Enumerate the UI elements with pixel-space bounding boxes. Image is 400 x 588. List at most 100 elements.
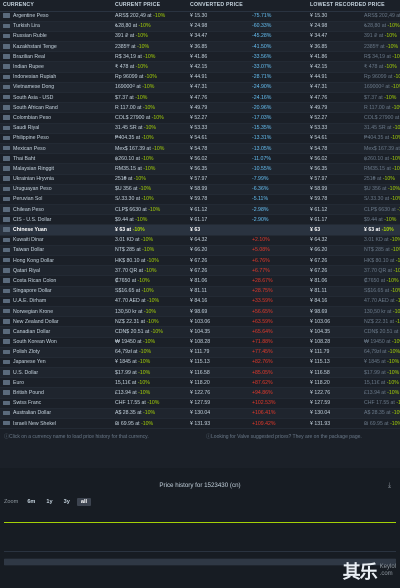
table-row[interactable]: U.A.E. Dirham 47.70 AED at -10% ¥ 84.16 +33…: [0, 296, 400, 307]
table-row[interactable]: Ukrainian Hryvnia 251₴ at -10% ¥ 57.97 -7.9…: [0, 174, 400, 185]
currency-cell[interactable]: Swiss Franc: [0, 398, 112, 409]
currency-cell[interactable]: Saudi Riyal: [0, 123, 112, 134]
currency-cell[interactable]: Vietnamese Dong: [0, 82, 112, 94]
currency-cell[interactable]: Brazilian Real: [0, 51, 112, 63]
zoom-6m-button[interactable]: 6m: [27, 499, 36, 505]
table-row[interactable]: British Pound £13.94 at -10% ¥ 122.76 +94.8…: [0, 387, 400, 399]
currency-cell[interactable]: Uruguayan Peso: [0, 184, 112, 195]
table-row[interactable]: Australian Dollar A$ 28.35 at -10% ¥ 130.0…: [0, 408, 400, 420]
table-row[interactable]: Peruvian Sol S/.33.30 at -10% ¥ 59.78 -5.11…: [0, 194, 400, 206]
table-row[interactable]: Japanese Yen ¥ 1845 at -10% ¥ 115.13 +82.76…: [0, 357, 400, 369]
currency-cell[interactable]: Costa Rican Colon: [0, 275, 112, 287]
table-row[interactable]: Singapore Dollar S$16.65 at -10% ¥ 81.11 +2…: [0, 286, 400, 297]
header-converted-price[interactable]: CONVERTED PRICE: [187, 0, 307, 12]
table-row[interactable]: South Asia - USD $7.37 at -10% ¥ 47.76 -24.…: [0, 92, 400, 104]
currency-cell[interactable]: Ukrainian Hryvnia: [0, 174, 112, 185]
currency-cell[interactable]: Hong Kong Dollar: [0, 255, 112, 267]
table-row[interactable]: Qatari Riyal 37.70 QR at -10% ¥ 67.26 +6.77…: [0, 265, 400, 277]
currency-cell[interactable]: U.A.E. Dirham: [0, 296, 112, 307]
currency-cell[interactable]: Israeli New Shekel: [0, 418, 112, 430]
table-row[interactable]: Norwegian Krone 130,50 kr at -10% ¥ 98.69 +…: [0, 306, 400, 318]
currency-cell[interactable]: Peruvian Sol: [0, 194, 112, 206]
flag-icon: [3, 308, 10, 314]
currency-cell[interactable]: New Zealand Dollar: [0, 316, 112, 328]
navigator-thumb[interactable]: [4, 559, 396, 565]
lowest-price-cell: ¥ 103.06: [307, 316, 361, 328]
currency-cell[interactable]: Kuwaiti Dinar: [0, 235, 112, 246]
currency-cell[interactable]: South African Rand: [0, 102, 112, 114]
currency-cell[interactable]: CIS - U.S. Dollar: [0, 214, 112, 226]
currency-cell[interactable]: Euro: [0, 377, 112, 389]
table-row[interactable]: Kuwaiti Dinar 3.01 KD at -10% ¥ 64.32 +2.10…: [0, 235, 400, 246]
converted-price-cell: ¥ 57.97: [187, 174, 249, 185]
currency-cell[interactable]: Russian Ruble: [0, 31, 112, 43]
currency-cell[interactable]: Japanese Yen: [0, 357, 112, 369]
table-row[interactable]: Philippine Peso ₱404.35 at -10% ¥ 54.61 -13…: [0, 133, 400, 144]
currency-cell[interactable]: Kazakhstani Tenge: [0, 41, 112, 53]
chart-navigator[interactable]: [4, 558, 396, 566]
table-row[interactable]: Indian Rupee ₹ 478 at -10% ¥ 42.15 -33.07% ¥…: [0, 61, 400, 73]
currency-cell[interactable]: Qatari Riyal: [0, 265, 112, 277]
table-row[interactable]: Polish Zloty 64,79zł at -10% ¥ 111.79 +77.4…: [0, 347, 400, 358]
table-row[interactable]: Chilean Peso CLP$ 6630 at -10% ¥ 61.12 -2.9…: [0, 204, 400, 216]
table-row[interactable]: Malaysian Ringgit RM35.15 at -10% ¥ 56.35-…: [0, 163, 400, 175]
table-row[interactable]: Thai Baht ฿260.10 at -10% ¥ 56.02 -11.07% ¥ …: [0, 153, 400, 165]
currency-cell[interactable]: Australian Dollar: [0, 408, 112, 420]
table-row[interactable]: CIS - U.S. Dollar $9.44 at -10% ¥ 61.17 -2.…: [0, 214, 400, 226]
table-row[interactable]: Costa Rican Colon ₡7650 at -10% ¥ 81.06 +28…: [0, 275, 400, 287]
table-row[interactable]: Canadian Dollar CDN$ 20.51 at -10% ¥ 104.3…: [0, 326, 400, 338]
header-currency[interactable]: CURRENCY: [0, 0, 112, 12]
currency-cell[interactable]: Malaysian Ringgit: [0, 163, 112, 175]
currency-cell[interactable]: Indonesian Rupiah: [0, 72, 112, 83]
zoom-1y-button[interactable]: 1y: [46, 499, 53, 505]
currency-cell[interactable]: Colombian Peso: [0, 112, 112, 124]
table-row[interactable]: Euro 15,11€ at -10% ¥ 118.20 +87.62% ¥ 118.2…: [0, 377, 400, 389]
currency-cell[interactable]: Singapore Dollar: [0, 286, 112, 297]
table-row[interactable]: Saudi Riyal 31.45 SR at -10% ¥ 53.33 -15.35…: [0, 123, 400, 134]
table-row[interactable]: U.S. Dollar $17.99 at -10% ¥ 116.58 +85.05%…: [0, 367, 400, 379]
price-diff: +82.76%: [252, 359, 273, 366]
table-row[interactable]: Uruguayan Peso $U 356 at -10% ¥ 58.99 -6.36…: [0, 184, 400, 195]
currency-cell[interactable]: South Korean Won: [0, 337, 112, 348]
currency-cell[interactable]: Chilean Peso: [0, 204, 112, 216]
table-row[interactable]: Indonesian Rupiah Rp 96099 at -10% ¥ 44.91…: [0, 72, 400, 83]
table-row[interactable]: Vietnamese Dong 169000₫ at -10% ¥ 47.31 -24…: [0, 82, 400, 94]
currency-cell[interactable]: U.S. Dollar: [0, 367, 112, 379]
table-row[interactable]: Colombian Peso COL$ 27900 at -10% ¥ 52.27-…: [0, 112, 400, 124]
table-row[interactable]: Israeli New Shekel ₪ 69.95 at -10% ¥ 131.9…: [0, 418, 400, 430]
table-row[interactable]: New Zealand Dollar NZ$ 22.31 at -10% ¥ 103…: [0, 316, 400, 328]
download-icon[interactable]: ⤓: [387, 482, 392, 489]
zoom-all-button[interactable]: all: [76, 498, 92, 506]
currency-cell[interactable]: Philippine Peso: [0, 133, 112, 144]
converted-price-cell: ¥ 130.04: [187, 408, 249, 420]
table-row[interactable]: Swiss Franc CHF 17.55 at -10% ¥ 127.59 +102…: [0, 398, 400, 409]
currency-cell[interactable]: Indian Rupee: [0, 61, 112, 73]
currency-cell[interactable]: Thai Baht: [0, 153, 112, 165]
zoom-3y-button[interactable]: 3y: [63, 499, 70, 505]
currency-cell[interactable]: Canadian Dollar: [0, 326, 112, 338]
currency-cell[interactable]: Chinese Yuan: [0, 224, 112, 236]
table-row[interactable]: Russian Ruble 391 ₽ at -10% ¥ 34.47 -45.28%…: [0, 31, 400, 43]
currency-cell[interactable]: Mexican Peso: [0, 143, 112, 155]
table-row[interactable]: Argentine Peso ARS$ 202,49 at -10% ¥ 15.30…: [0, 11, 400, 22]
table-row[interactable]: Hong Kong Dollar HK$ 80.10 at -10% ¥ 67.26…: [0, 255, 400, 267]
table-row[interactable]: Turkish Lira ₺28,80 at -10% ¥ 24.98 -60.33%…: [0, 21, 400, 32]
header-lowest-price[interactable]: LOWEST RECORDED PRICE: [307, 0, 400, 12]
table-row[interactable]: South Korean Won ₩ 19450 at -10% ¥ 108.28 +…: [0, 337, 400, 348]
table-row[interactable]: Brazilian Real R$ 34,19 at -10% ¥ 41.86 -33…: [0, 51, 400, 63]
currency-cell[interactable]: British Pound: [0, 387, 112, 399]
currency-cell[interactable]: Norwegian Krone: [0, 306, 112, 318]
table-row[interactable]: Taiwan Dollar NT$ 285 at -10% ¥ 66.20 +5.08…: [0, 245, 400, 257]
table-row[interactable]: Kazakhstani Tenge 2385₸ at -10% ¥ 36.85 -41…: [0, 41, 400, 53]
price-diff: +28.67%: [252, 277, 273, 284]
currency-cell[interactable]: Polish Zloty: [0, 347, 112, 358]
table-row[interactable]: Chinese Yuan ¥ 63 at -10% ¥ 63 ¥ 63 ¥ 63 at …: [0, 224, 400, 236]
price-history-chart[interactable]: [4, 512, 396, 552]
currency-cell[interactable]: Argentine Peso: [0, 11, 112, 22]
currency-cell[interactable]: Taiwan Dollar: [0, 245, 112, 257]
table-row[interactable]: Mexican Peso Mex$ 167.39 at -10% ¥ 54.78 -1…: [0, 143, 400, 155]
currency-cell[interactable]: South Asia - USD: [0, 92, 112, 104]
currency-cell[interactable]: Turkish Lira: [0, 21, 112, 32]
header-current-price[interactable]: CURRENT PRICE: [112, 0, 187, 12]
table-row[interactable]: South African Rand R 117.00 at -10% ¥ 49.7…: [0, 102, 400, 114]
